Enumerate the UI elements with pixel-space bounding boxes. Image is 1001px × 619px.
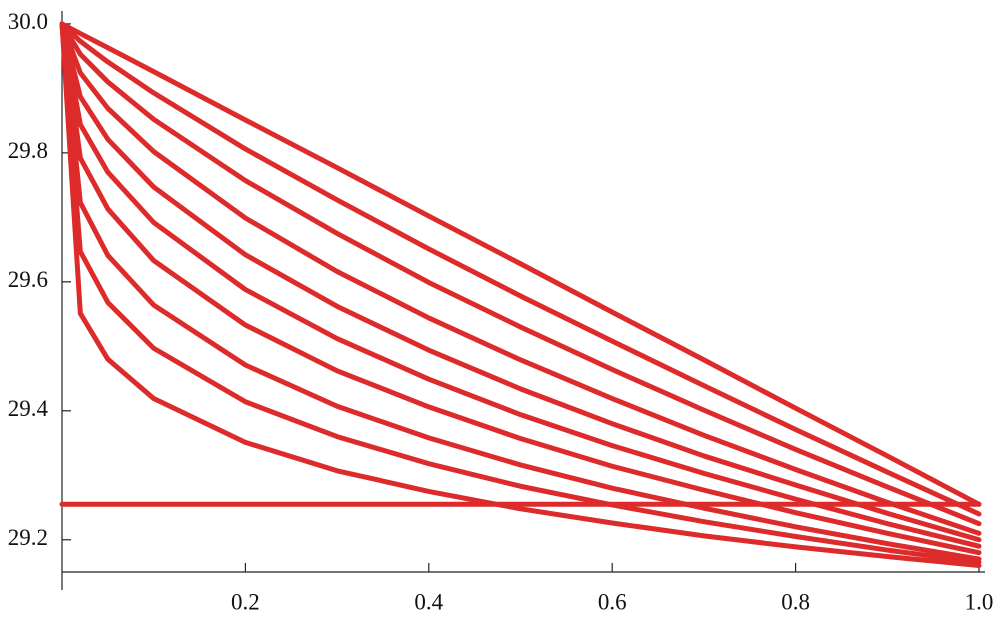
line — [59, 21, 982, 507]
x-tick-label: 0.4 — [414, 589, 443, 614]
line — [59, 21, 982, 556]
x-tick-label: 0.6 — [598, 589, 627, 614]
line — [59, 21, 982, 543]
x-tick-label: 0.8 — [781, 589, 810, 614]
x-tick-label: 0.2 — [231, 589, 260, 614]
y-tick-label: 30.0 — [8, 9, 48, 34]
line — [59, 21, 982, 517]
y-tick-label: 29.2 — [8, 525, 48, 550]
line — [59, 21, 982, 562]
y-tick-label: 29.4 — [8, 396, 49, 421]
line — [59, 21, 982, 549]
line — [59, 21, 982, 565]
line — [59, 21, 982, 569]
y-tick-label: 29.6 — [8, 267, 48, 292]
line — [59, 21, 982, 536]
y-tick-label: 29.8 — [8, 138, 48, 163]
x-tick-label: 1.0 — [965, 589, 994, 614]
line — [59, 21, 982, 527]
